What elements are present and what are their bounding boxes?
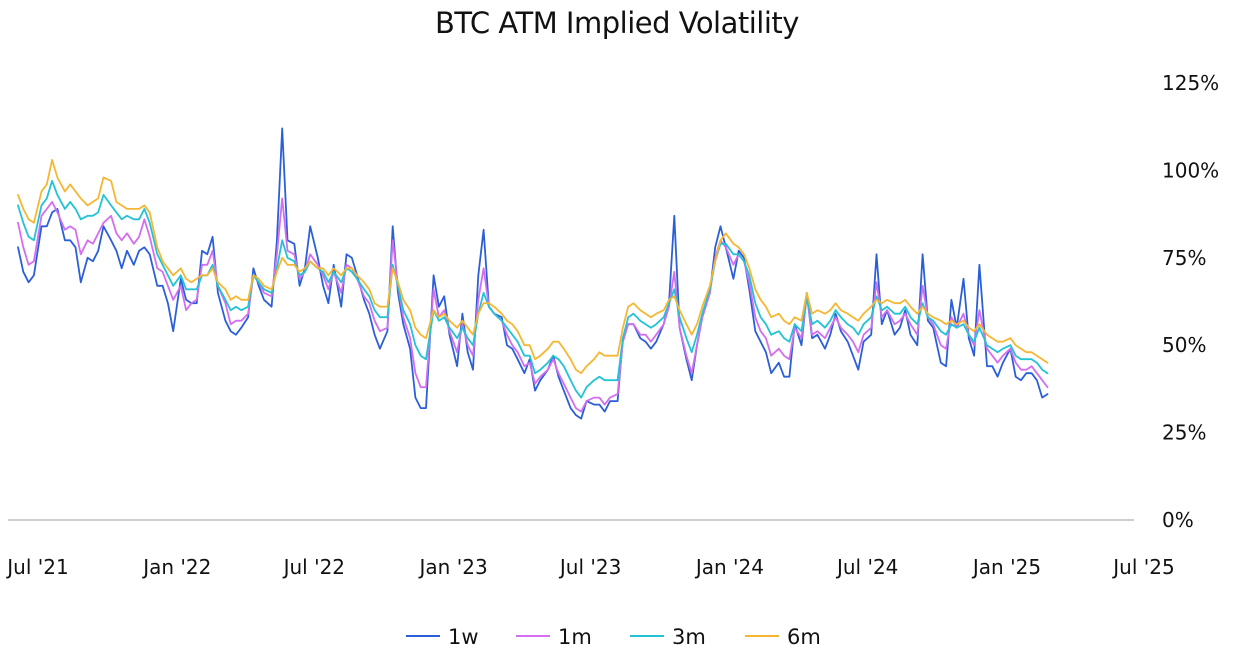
series-line-3m	[17, 180, 1049, 399]
x-tick-label: Jul '23	[558, 555, 621, 579]
y-tick-label: 25%	[1162, 421, 1206, 445]
chart-title: BTC ATM Implied Volatility	[435, 6, 799, 40]
series-line-6m	[17, 159, 1049, 375]
y-tick-label: 125%	[1162, 71, 1219, 95]
legend-label-6m: 6m	[787, 625, 821, 649]
x-tick-label: Jan '23	[418, 555, 488, 579]
x-tick-label: Jan '22	[141, 555, 211, 579]
y-tick-label: 50%	[1162, 333, 1206, 357]
y-tick-label: 75%	[1162, 246, 1206, 270]
legend: 1w 1m 3m 6m	[406, 625, 821, 649]
y-axis: 0% 25% 50% 75% 100% 125%	[1162, 71, 1219, 532]
series-line-1m	[17, 197, 1049, 413]
x-tick-label: Jul '22	[282, 555, 345, 579]
y-tick-label: 100%	[1162, 158, 1219, 182]
x-tick-label: Jul '21	[5, 555, 68, 579]
x-axis: Jul '21 Jan '22 Jul '22 Jan '23 Jul '23 Jan '…	[5, 555, 1174, 579]
legend-label-1w: 1w	[448, 625, 479, 649]
x-tick-label: Jul '24	[835, 555, 898, 579]
x-tick-label: Jan '24	[694, 555, 764, 579]
y-tick-label: 0%	[1162, 508, 1194, 532]
series-group	[17, 127, 1049, 420]
x-tick-label: Jul '25	[1111, 555, 1174, 579]
x-tick-label: Jan '25	[971, 555, 1041, 579]
legend-label-1m: 1m	[558, 625, 592, 649]
legend-label-3m: 3m	[672, 625, 706, 649]
